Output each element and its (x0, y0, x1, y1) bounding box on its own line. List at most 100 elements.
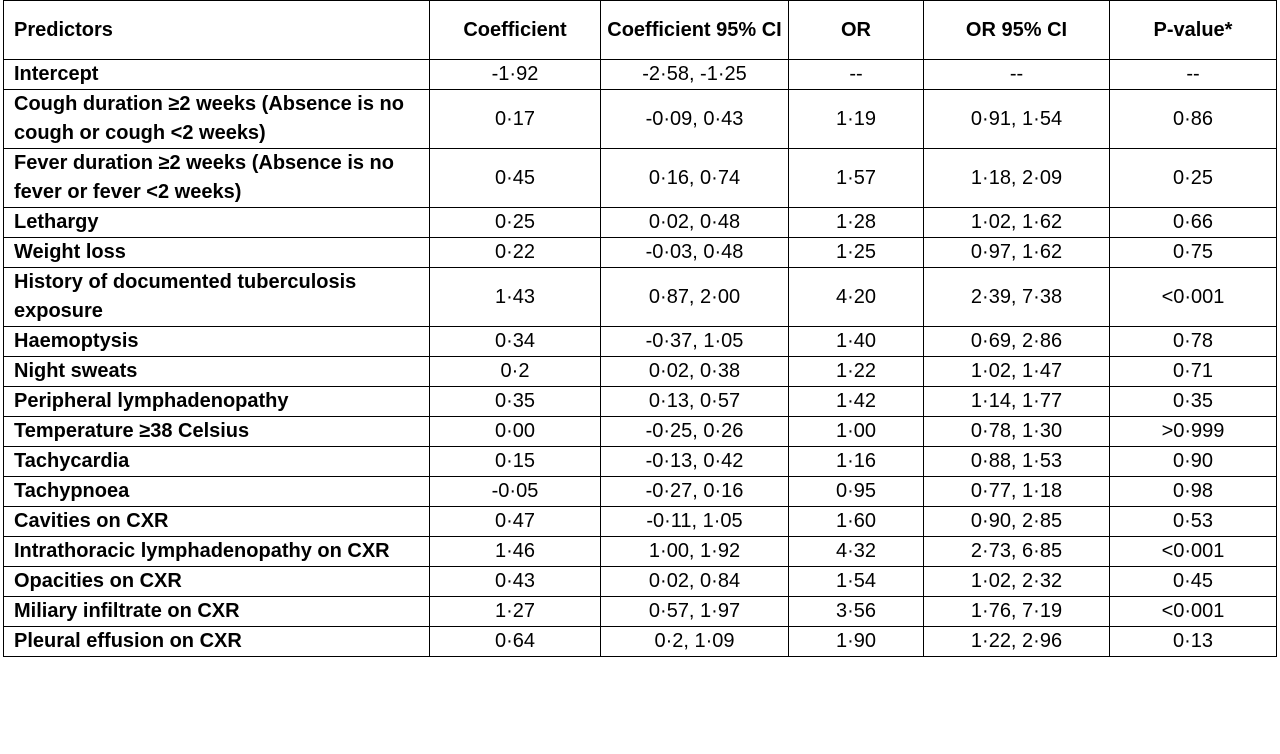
or-ci-cell: 1·22, 2·96 (923, 626, 1110, 657)
or-ci-cell: 1·76, 7·19 (923, 596, 1110, 627)
or-cell: 3·56 (788, 596, 924, 627)
p-value-cell: 0·86 (1109, 89, 1277, 149)
header-or-ci: OR 95% CI (923, 0, 1110, 60)
or-cell: 1·19 (788, 89, 924, 149)
or-ci-cell: 2·39, 7·38 (923, 267, 1110, 327)
coefficient-ci-cell: -0·11, 1·05 (600, 506, 789, 537)
table-row: Tachycardia 0·15 -0·13, 0·42 1·16 0·88, … (3, 446, 1277, 477)
p-value-cell: 0·75 (1109, 237, 1277, 268)
predictor-cell: Haemoptysis (3, 326, 430, 357)
predictor-cell: Pleural effusion on CXR (3, 626, 430, 657)
header-coefficient-ci: Coefficient 95% CI (600, 0, 789, 60)
or-ci-cell: 1·14, 1·77 (923, 386, 1110, 417)
table-row: Temperature ≥38 Celsius 0·00 -0·25, 0·26… (3, 416, 1277, 447)
coefficient-ci-cell: 0·16, 0·74 (600, 148, 789, 208)
or-cell: 1·22 (788, 356, 924, 387)
or-cell: 4·32 (788, 536, 924, 567)
or-cell: 0·95 (788, 476, 924, 507)
coefficient-cell: 0·17 (429, 89, 601, 149)
predictor-cell: Miliary infiltrate on CXR (3, 596, 430, 627)
table-row: Fever duration ≥2 weeks (Absence is no f… (3, 148, 1277, 208)
or-ci-cell: 0·69, 2·86 (923, 326, 1110, 357)
or-ci-cell: 0·78, 1·30 (923, 416, 1110, 447)
table-row: Miliary infiltrate on CXR 1·27 0·57, 1·9… (3, 596, 1277, 627)
coefficient-cell: 1·27 (429, 596, 601, 627)
or-ci-cell: 1·02, 1·62 (923, 207, 1110, 238)
coefficient-ci-cell: -0·27, 0·16 (600, 476, 789, 507)
header-coefficient: Coefficient (429, 0, 601, 60)
or-ci-cell: 0·91, 1·54 (923, 89, 1110, 149)
coefficient-cell: 0·34 (429, 326, 601, 357)
or-ci-cell: 0·90, 2·85 (923, 506, 1110, 537)
coefficient-ci-cell: 0·02, 0·84 (600, 566, 789, 597)
predictor-cell: Cavities on CXR (3, 506, 430, 537)
table-row: Tachypnoea -0·05 -0·27, 0·16 0·95 0·77, … (3, 476, 1277, 507)
predictor-cell: History of documented tuberculosis expos… (3, 267, 430, 327)
predictor-cell: Temperature ≥38 Celsius (3, 416, 430, 447)
or-cell: 1·57 (788, 148, 924, 208)
coefficient-ci-cell: -0·09, 0·43 (600, 89, 789, 149)
p-value-cell: 0·45 (1109, 566, 1277, 597)
predictor-cell: Intercept (3, 59, 430, 90)
coefficient-ci-cell: -0·25, 0·26 (600, 416, 789, 447)
coefficient-ci-cell: -0·13, 0·42 (600, 446, 789, 477)
or-cell: 1·60 (788, 506, 924, 537)
or-ci-cell: 0·77, 1·18 (923, 476, 1110, 507)
predictor-cell: Intrathoracic lymphadenopathy on CXR (3, 536, 430, 567)
p-value-cell: <0·001 (1109, 596, 1277, 627)
predictor-cell: Night sweats (3, 356, 430, 387)
table-row: Cough duration ≥2 weeks (Absence is no c… (3, 89, 1277, 149)
table-row: Haemoptysis 0·34 -0·37, 1·05 1·40 0·69, … (3, 326, 1277, 357)
or-cell: 1·00 (788, 416, 924, 447)
p-value-cell: <0·001 (1109, 536, 1277, 567)
p-value-cell: 0·98 (1109, 476, 1277, 507)
table-row: Lethargy 0·25 0·02, 0·48 1·28 1·02, 1·62… (3, 207, 1277, 238)
coefficient-cell: 0·25 (429, 207, 601, 238)
p-value-cell: 0·66 (1109, 207, 1277, 238)
coefficient-cell: 1·46 (429, 536, 601, 567)
or-ci-cell: 0·97, 1·62 (923, 237, 1110, 268)
coefficient-cell: 0·35 (429, 386, 601, 417)
p-value-cell: 0·53 (1109, 506, 1277, 537)
header-predictors: Predictors (3, 0, 430, 60)
table-row: Intrathoracic lymphadenopathy on CXR 1·4… (3, 536, 1277, 567)
or-ci-cell: 1·18, 2·09 (923, 148, 1110, 208)
coefficient-ci-cell: 0·13, 0·57 (600, 386, 789, 417)
predictor-cell: Tachycardia (3, 446, 430, 477)
coefficient-ci-cell: -2·58, -1·25 (600, 59, 789, 90)
predictor-cell: Peripheral lymphadenopathy (3, 386, 430, 417)
header-or: OR (788, 0, 924, 60)
p-value-cell: -- (1109, 59, 1277, 90)
table-row: Night sweats 0·2 0·02, 0·38 1·22 1·02, 1… (3, 356, 1277, 387)
coefficient-ci-cell: 0·02, 0·48 (600, 207, 789, 238)
or-cell: -- (788, 59, 924, 90)
table-row: Intercept -1·92 -2·58, -1·25 -- -- -- (3, 59, 1277, 90)
table-row: History of documented tuberculosis expos… (3, 267, 1277, 327)
p-value-cell: 0·25 (1109, 148, 1277, 208)
or-cell: 1·25 (788, 237, 924, 268)
or-cell: 1·28 (788, 207, 924, 238)
table-row: Peripheral lymphadenopathy 0·35 0·13, 0·… (3, 386, 1277, 417)
coefficient-ci-cell: 0·57, 1·97 (600, 596, 789, 627)
coefficient-cell: 0·00 (429, 416, 601, 447)
coefficient-cell: 0·15 (429, 446, 601, 477)
coefficient-cell: 0·64 (429, 626, 601, 657)
or-cell: 1·40 (788, 326, 924, 357)
or-ci-cell: 2·73, 6·85 (923, 536, 1110, 567)
predictor-cell: Opacities on CXR (3, 566, 430, 597)
or-cell: 1·90 (788, 626, 924, 657)
table-row: Weight loss 0·22 -0·03, 0·48 1·25 0·97, … (3, 237, 1277, 268)
coefficient-ci-cell: -0·37, 1·05 (600, 326, 789, 357)
predictor-cell: Lethargy (3, 207, 430, 238)
coefficient-cell: 0·45 (429, 148, 601, 208)
or-cell: 1·54 (788, 566, 924, 597)
or-cell: 1·16 (788, 446, 924, 477)
coefficient-ci-cell: -0·03, 0·48 (600, 237, 789, 268)
p-value-cell: 0·13 (1109, 626, 1277, 657)
coefficient-ci-cell: 0·2, 1·09 (600, 626, 789, 657)
coefficient-ci-cell: 0·02, 0·38 (600, 356, 789, 387)
coefficient-ci-cell: 1·00, 1·92 (600, 536, 789, 567)
or-ci-cell: 0·88, 1·53 (923, 446, 1110, 477)
coefficient-cell: -0·05 (429, 476, 601, 507)
coefficient-cell: -1·92 (429, 59, 601, 90)
